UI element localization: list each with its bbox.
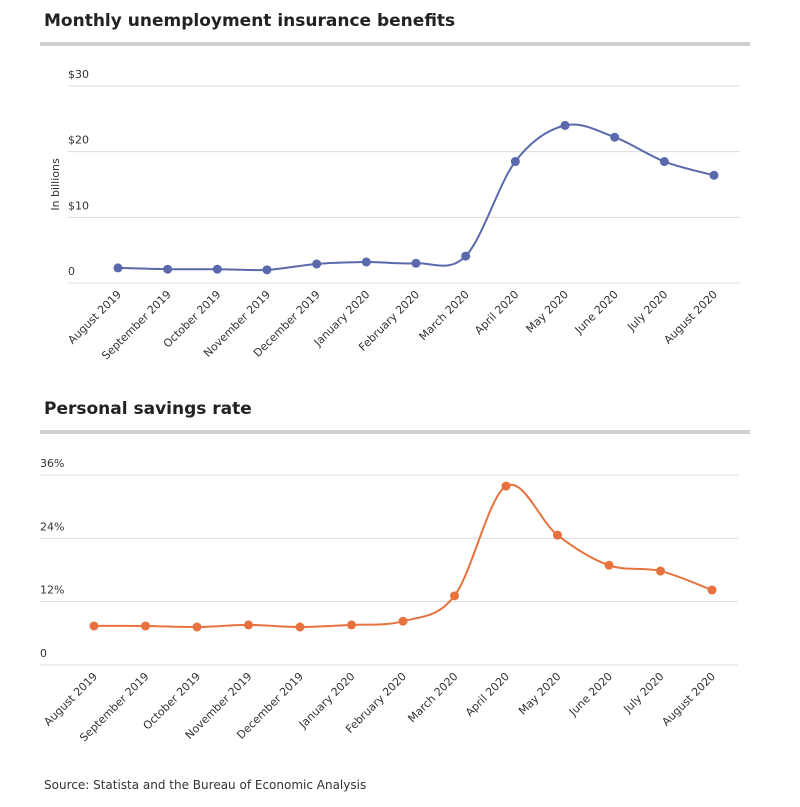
series-line xyxy=(93,483,713,629)
data-point xyxy=(361,257,371,267)
y-tick-label: 24% xyxy=(40,520,64,533)
x-tick-label: April 2020 xyxy=(472,288,521,337)
x-tick-label: July 2020 xyxy=(624,288,670,334)
data-point xyxy=(560,120,570,130)
data-point xyxy=(709,170,719,180)
data-point xyxy=(461,251,471,261)
title-rule xyxy=(40,42,750,46)
x-tick-label: August 2020 xyxy=(661,288,720,347)
data-point xyxy=(192,622,202,632)
source: Source: Statista and the Bureau of Econo… xyxy=(44,778,366,792)
data-point xyxy=(113,263,123,273)
data-point xyxy=(659,157,669,167)
data-point xyxy=(707,585,717,595)
data-point xyxy=(212,264,222,274)
data-point xyxy=(244,620,253,630)
data-point xyxy=(604,560,614,570)
x-tick-label: July 2020 xyxy=(620,670,666,716)
data-point xyxy=(89,621,99,631)
y-tick-label: $10 xyxy=(68,199,89,212)
chart-title: Personal savings rate xyxy=(44,399,252,419)
x-tick-label: June 2020 xyxy=(566,670,615,719)
y-tick-label: 36% xyxy=(40,457,64,470)
data-point xyxy=(610,132,620,142)
data-point xyxy=(501,481,511,491)
y-axis-label: In billions xyxy=(49,158,62,211)
y-tick-label: 0 xyxy=(68,265,75,278)
x-tick-label: March 2020 xyxy=(405,670,460,725)
title-rule xyxy=(40,430,750,434)
data-point xyxy=(398,616,408,626)
data-point xyxy=(347,620,356,630)
series-line xyxy=(117,123,715,272)
data-point xyxy=(510,157,520,167)
x-tick-label: June 2020 xyxy=(572,288,621,337)
data-point xyxy=(312,259,322,269)
x-tick-label: April 2020 xyxy=(463,670,512,719)
data-point xyxy=(295,622,305,632)
x-tick-label: March 2020 xyxy=(417,288,472,343)
chart-title: Monthly unemployment insurance benefits xyxy=(44,11,455,31)
data-point xyxy=(450,591,459,601)
data-point xyxy=(553,530,562,540)
data-point xyxy=(411,258,421,268)
data-point xyxy=(656,566,665,576)
data-point xyxy=(163,264,173,274)
x-tick-label: May 2020 xyxy=(524,288,572,336)
y-tick-label: 0 xyxy=(40,647,47,660)
y-tick-label: $30 xyxy=(68,68,89,81)
x-tick-label: May 2020 xyxy=(516,670,564,718)
data-point xyxy=(262,265,272,275)
data-point xyxy=(141,621,150,631)
x-tick-label: August 2020 xyxy=(659,670,718,729)
y-tick-label: $20 xyxy=(68,134,89,147)
y-tick-label: 12% xyxy=(40,584,64,597)
